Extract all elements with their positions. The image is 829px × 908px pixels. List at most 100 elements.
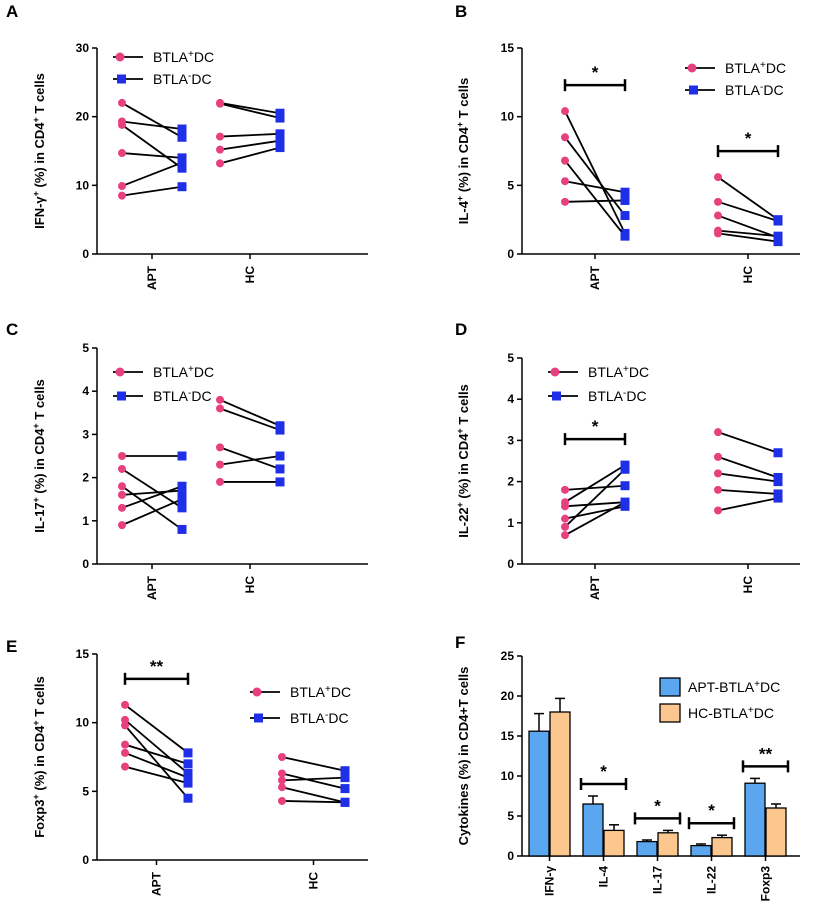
btla-pos-point — [118, 503, 126, 512]
pair-line — [564, 464, 626, 503]
btla-pos-point — [561, 502, 569, 511]
btla-pos-point — [561, 531, 569, 540]
y-tick-label: 4 — [82, 384, 89, 398]
text-part: + — [455, 502, 465, 507]
pair-line — [564, 199, 626, 203]
pair-line — [717, 200, 779, 222]
x-tick-label: IL-22 — [705, 866, 719, 894]
btla-pos-point — [561, 485, 569, 494]
legend-label: BTLA-DC — [588, 388, 647, 405]
pair-line — [219, 399, 281, 427]
y-tick-label: 1 — [507, 516, 514, 530]
btla-pos-point — [561, 522, 569, 531]
btla-pos-point — [216, 132, 224, 141]
bar — [711, 836, 733, 857]
btla-pos-point — [118, 482, 126, 491]
btla-pos-point — [118, 98, 126, 107]
pair-line — [121, 120, 183, 130]
btla-pos-point — [118, 149, 126, 158]
btla-neg-point — [773, 237, 783, 247]
btla-neg-point — [177, 132, 187, 142]
pair-line — [564, 468, 626, 528]
text-part: + — [31, 117, 41, 122]
btla-pos-point — [278, 753, 286, 761]
btla-neg-point — [275, 113, 285, 123]
text-part: T cells — [32, 379, 47, 423]
btla-neg-point — [177, 182, 187, 192]
y-axis-label: IL-17+ (%) in CD4+ T cells — [31, 379, 47, 533]
text-part: IL-22 — [456, 507, 471, 537]
pair-line — [564, 180, 626, 194]
text-part: T cells — [456, 384, 471, 428]
pair-line — [124, 765, 189, 784]
x-tick-label: APT — [150, 871, 164, 896]
btla-neg-point — [183, 748, 193, 758]
text-part: DC — [763, 82, 783, 98]
btla-neg-point — [275, 108, 285, 118]
btla-neg-point — [340, 766, 350, 776]
y-tick-label: 10 — [501, 769, 515, 783]
pair-line — [121, 161, 183, 187]
significance-label: * — [654, 796, 661, 815]
pair-line — [717, 472, 779, 483]
btla-pos-point — [121, 700, 129, 709]
text-part: (%) in CD4 — [456, 433, 471, 502]
btla-pos-point — [121, 762, 129, 771]
panel-letter: E — [6, 637, 17, 656]
text-part: + — [188, 49, 194, 60]
btla-pos-point — [118, 452, 126, 460]
significance-label: * — [708, 801, 715, 820]
text-part: - — [188, 388, 191, 399]
btla-neg-point — [177, 153, 187, 163]
pair-line — [564, 160, 626, 237]
pair-line — [124, 743, 189, 765]
text-part: (%) in CD4 — [32, 428, 47, 497]
btla-neg-point — [773, 448, 783, 458]
btla-pos-point — [216, 443, 224, 452]
legend-swatch — [659, 677, 681, 697]
y-tick-label: 15 — [501, 729, 515, 743]
text-part: DC — [331, 684, 351, 700]
text-part: DC — [754, 705, 774, 721]
pair-line — [717, 214, 779, 239]
btla-pos-point — [561, 156, 569, 165]
btla-pos-point — [561, 514, 569, 523]
legend-swatch — [659, 703, 681, 723]
legend-marker-circle — [687, 63, 697, 73]
pair-line — [121, 489, 183, 496]
btla-pos-point — [216, 99, 224, 108]
btla-pos-point — [561, 107, 569, 116]
y-tick-label: 0 — [507, 557, 514, 571]
text-part: BTLA — [153, 388, 189, 404]
pair-line — [121, 102, 183, 139]
text-part: + — [188, 364, 194, 375]
btla-pos-point — [714, 229, 722, 238]
y-tick-label: 5 — [507, 178, 514, 192]
legend-label: APT-BTLA+DC — [688, 679, 780, 696]
btla-pos-point — [216, 477, 224, 486]
legend-marker-square — [689, 85, 698, 95]
pair-line — [717, 431, 779, 454]
text-part: DC — [766, 60, 786, 76]
x-tick-label: APT — [588, 575, 602, 600]
legend-label: BTLA+DC — [153, 49, 214, 66]
text-part: DC — [760, 679, 780, 695]
pair-line — [281, 756, 346, 772]
text-part: + — [455, 196, 465, 201]
bar — [690, 844, 712, 857]
y-tick-label: 1 — [82, 514, 89, 528]
y-axis-label: IFN-γ+ (%) in CD4+ T cells — [31, 73, 47, 229]
text-part: IFN-γ — [32, 196, 47, 229]
pair-line — [281, 776, 346, 782]
btla-pos-point — [561, 177, 569, 186]
x-tick-label: IL-4 — [597, 866, 611, 888]
legend-marker-square — [117, 74, 126, 84]
y-tick-label: 0 — [82, 853, 89, 867]
pair-line — [717, 488, 779, 495]
btla-neg-point — [177, 124, 187, 134]
text-part: T cells — [32, 676, 47, 720]
legend-label: BTLA-DC — [153, 71, 212, 88]
btla-pos-point — [714, 197, 722, 206]
legend-label: BTLA+DC — [725, 60, 786, 77]
